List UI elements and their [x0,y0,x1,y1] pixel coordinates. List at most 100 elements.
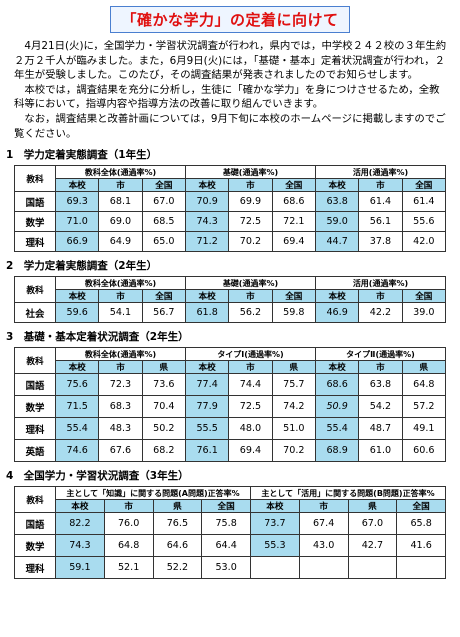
column-header: 市 [228,178,273,193]
score-cell: 72.3 [98,373,143,397]
data-row: 理科 55.4 48.3 50.2 55.5 48.0 51.0 55.4 48.7 49.1 [14,417,447,441]
score-cell: 61.0 [358,439,403,463]
paragraph: 本校では，調査結果を充分に分析し，生徒に「確かな学力」を身につけさせるため，全教… [14,83,440,111]
score-cell: 64.6 [152,534,203,558]
score-cell: 43.0 [298,534,349,558]
score-cell: 56.7 [141,302,186,324]
score-cell: 69.4 [271,231,316,253]
group-header-row: 教科 教科全体(通過率%) タイプⅠ(通過率%) タイプⅡ(通過率%) [14,347,447,375]
score-cell: 51.0 [271,417,316,441]
column-header: 本校 [184,289,230,304]
column-header: 市 [98,360,143,375]
score-cell: 61.4 [358,191,403,213]
group-header-row: 教科 主として「知識」に関する問題(A問題)正答率% 主として「活用」に関する問題(… [14,486,446,514]
score-cell: 42.7 [347,534,398,558]
score-cell: 64.8 [401,373,447,397]
score-cell: 39.0 [401,302,447,324]
corner-header: 教科 [14,347,56,375]
sections: 1 学力定着実態調査（1年生） 教科 教科全体(通過率%) 基礎(通過率%) 活用(通過… [0,147,460,580]
score-cell: 77.4 [184,373,230,397]
group-header: 教科全体(通過率%) [55,165,186,180]
column-header: 全国 [141,178,186,193]
column-header: 県 [141,360,186,375]
score-cell: 76.5 [152,512,203,536]
column-header: 全国 [271,178,316,193]
subject: 国語 [14,191,56,213]
group-header: 基礎(通過率%) [184,165,316,180]
score-cell: 56.1 [358,211,403,233]
column-header: 全国 [396,499,446,514]
score-cell: 75.7 [271,373,316,397]
column-header: 本校 [184,360,230,375]
score-cell: 72.5 [228,211,273,233]
score-cell: 76.0 [103,512,154,536]
group-header: 主として「活用」に関する問題(B問題)正答率% [250,486,446,501]
result-table: 教科 主として「知識」に関する問題(A問題)正答率% 主として「活用」に関する問題(… [14,486,446,580]
score-cell: 82.2 [55,512,105,536]
section-heading: 4 全国学力・学習状況調査（3年生） [6,470,189,483]
score-cell: 71.0 [54,211,100,233]
score-cell: 70.2 [228,231,273,253]
data-row: 国語 82.2 76.0 76.5 75.8 73.7 67.4 67.0 65.8 [14,512,446,536]
score-cell: 74.6 [54,439,100,463]
data-row: 数学 74.3 64.8 64.6 64.4 55.3 43.0 42.7 41.6 [14,534,446,558]
subject: 数学 [14,395,56,419]
column-header: 本校 [250,499,300,514]
data-row: 国語 75.6 72.3 73.6 77.4 74.4 75.7 68.6 63.8 64.8 [14,373,447,397]
column-header: 県 [401,360,447,375]
column-header: 市 [228,360,273,375]
data-row: 社会 59.6 54.1 56.7 61.8 56.2 59.8 46.9 42.2 39.0 [14,302,447,324]
score-cell: 61.4 [401,191,447,213]
score-cell: 69.3 [54,191,100,213]
score-cell: 48.0 [228,417,273,441]
corner-header: 教科 [14,486,56,514]
score-cell: 75.8 [201,512,251,536]
score-cell: 54.1 [98,302,143,324]
subject: 国語 [14,373,56,397]
score-cell: 74.4 [228,373,273,397]
score-cell: 55.5 [184,417,230,441]
score-cell: 76.1 [184,439,230,463]
data-row: 国語 69.3 68.1 67.0 70.9 69.9 68.6 63.8 61.4 61.4 [14,191,447,213]
score-cell: 67.0 [141,191,186,213]
score-cell: 73.6 [141,373,186,397]
intro: 4月21日(火)に，全国学力・学習状況調査が行われ，県内では，中学校２４２校の３… [14,39,448,141]
column-header: 全国 [201,499,251,514]
score-cell: 70.4 [141,395,186,419]
column-header: 全国 [401,289,447,304]
score-cell: 68.3 [98,395,143,419]
score-cell: 57.2 [401,395,447,419]
subject: 理科 [14,231,56,253]
subject: 理科 [14,417,56,441]
score-cell: 71.5 [54,395,100,419]
column-header: 市 [98,289,143,304]
score-cell: 73.7 [250,512,300,536]
column-header: 市 [298,499,349,514]
score-cell: 74.2 [271,395,316,419]
group-header: 主として「知識」に関する問題(A問題)正答率% [55,486,251,501]
subject: 理科 [14,556,56,580]
score-cell: 42.0 [401,231,447,253]
score-cell: 49.1 [401,417,447,441]
column-header: 全国 [141,289,186,304]
group-header: タイプⅡ(通過率%) [314,347,447,362]
column-header: 市 [103,499,154,514]
column-header: 本校 [314,289,360,304]
corner-header: 教科 [14,165,56,193]
score-cell: 68.6 [271,191,316,213]
score-cell: 54.2 [358,395,403,419]
score-cell: 48.7 [358,417,403,441]
score-cell: 67.0 [347,512,398,536]
column-header: 本校 [54,178,100,193]
score-cell: 59.0 [314,211,360,233]
score-cell: 68.9 [314,439,360,463]
score-cell: 55.3 [250,534,300,558]
section-heading: 1 学力定着実態調査（1年生） [6,149,158,162]
score-cell: 69.9 [228,191,273,213]
data-row: 英語 74.6 67.6 68.2 76.1 69.4 70.2 68.9 61.0 60.6 [14,439,447,463]
score-cell: 37.8 [358,231,403,253]
page: 「確かな学力」の定着に向けて 4月21日(火)に，全国学力・学習状況調査が行われ… [0,6,460,637]
score-cell: 65.0 [141,231,186,253]
column-header: 本校 [54,289,100,304]
paragraph: なお，調査結果と改善計画については，9月下旬に本校のホームページに掲載しますので… [14,112,446,140]
